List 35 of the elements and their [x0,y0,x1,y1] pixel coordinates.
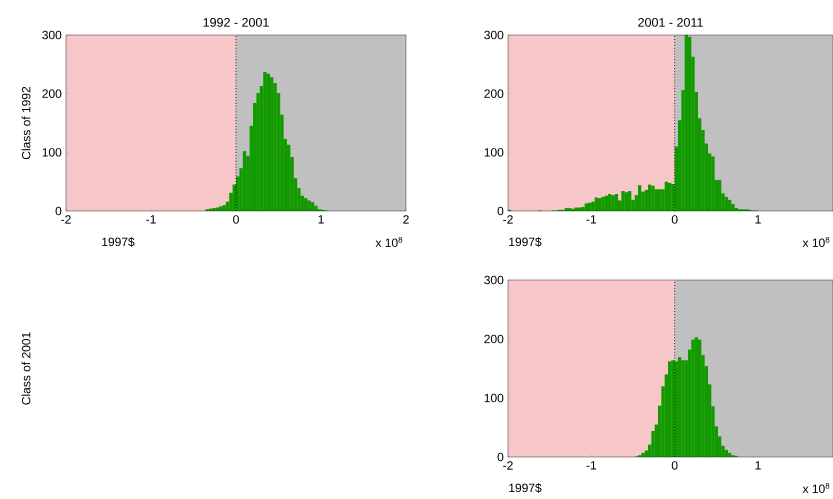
x-tick-label: 1 [756,461,761,470]
x-tick-label: -2 [503,461,513,470]
x-axis-title: 1997$ [509,237,542,247]
x-tick-label: -1 [586,461,596,470]
y-tick-label: 0 [498,452,504,462]
x-tick-label: -2 [503,215,513,224]
chart-title: 1992 - 2001 [204,18,269,27]
x-tick-label: -1 [586,215,596,224]
x-tick-label: 0 [672,461,678,470]
x-tick-label: 1 [756,215,761,224]
y-tick-label: 200 [484,89,504,98]
x-tick-label: 0 [233,215,239,224]
x-axis-title: 1997$ [509,483,542,493]
y-tick-label: 0 [56,206,62,216]
text: x 10$^{8}$ [802,482,830,494]
y-tick-label: 100 [42,148,62,157]
text: x 10$^{8}$ [376,236,402,248]
y-tick-label: 300 [484,30,504,40]
y-tick-label: 0 [498,206,504,216]
x-tick-label: -1 [146,215,156,224]
y-tick-label: 300 [484,276,504,284]
text: x 10$^{8}$ [802,236,830,248]
y-tick-label: 200 [484,334,504,344]
x-tick-label: 2 [403,215,409,224]
x-tick-label: 0 [672,215,678,224]
y-axis-title: Class of 1992 [22,86,30,160]
x-tick-label: 1 [318,215,324,224]
x-tick-label: -2 [61,215,71,224]
chart-title: 2001 - 2011 [638,18,703,27]
y-tick-label: 300 [42,30,62,40]
y-axis-title: Class of 2001 [22,332,30,405]
x-axis-title: 1997$ [102,237,134,247]
y-tick-label: 200 [42,89,62,98]
y-tick-label: 100 [484,394,504,402]
y-tick-label: 100 [484,148,504,157]
